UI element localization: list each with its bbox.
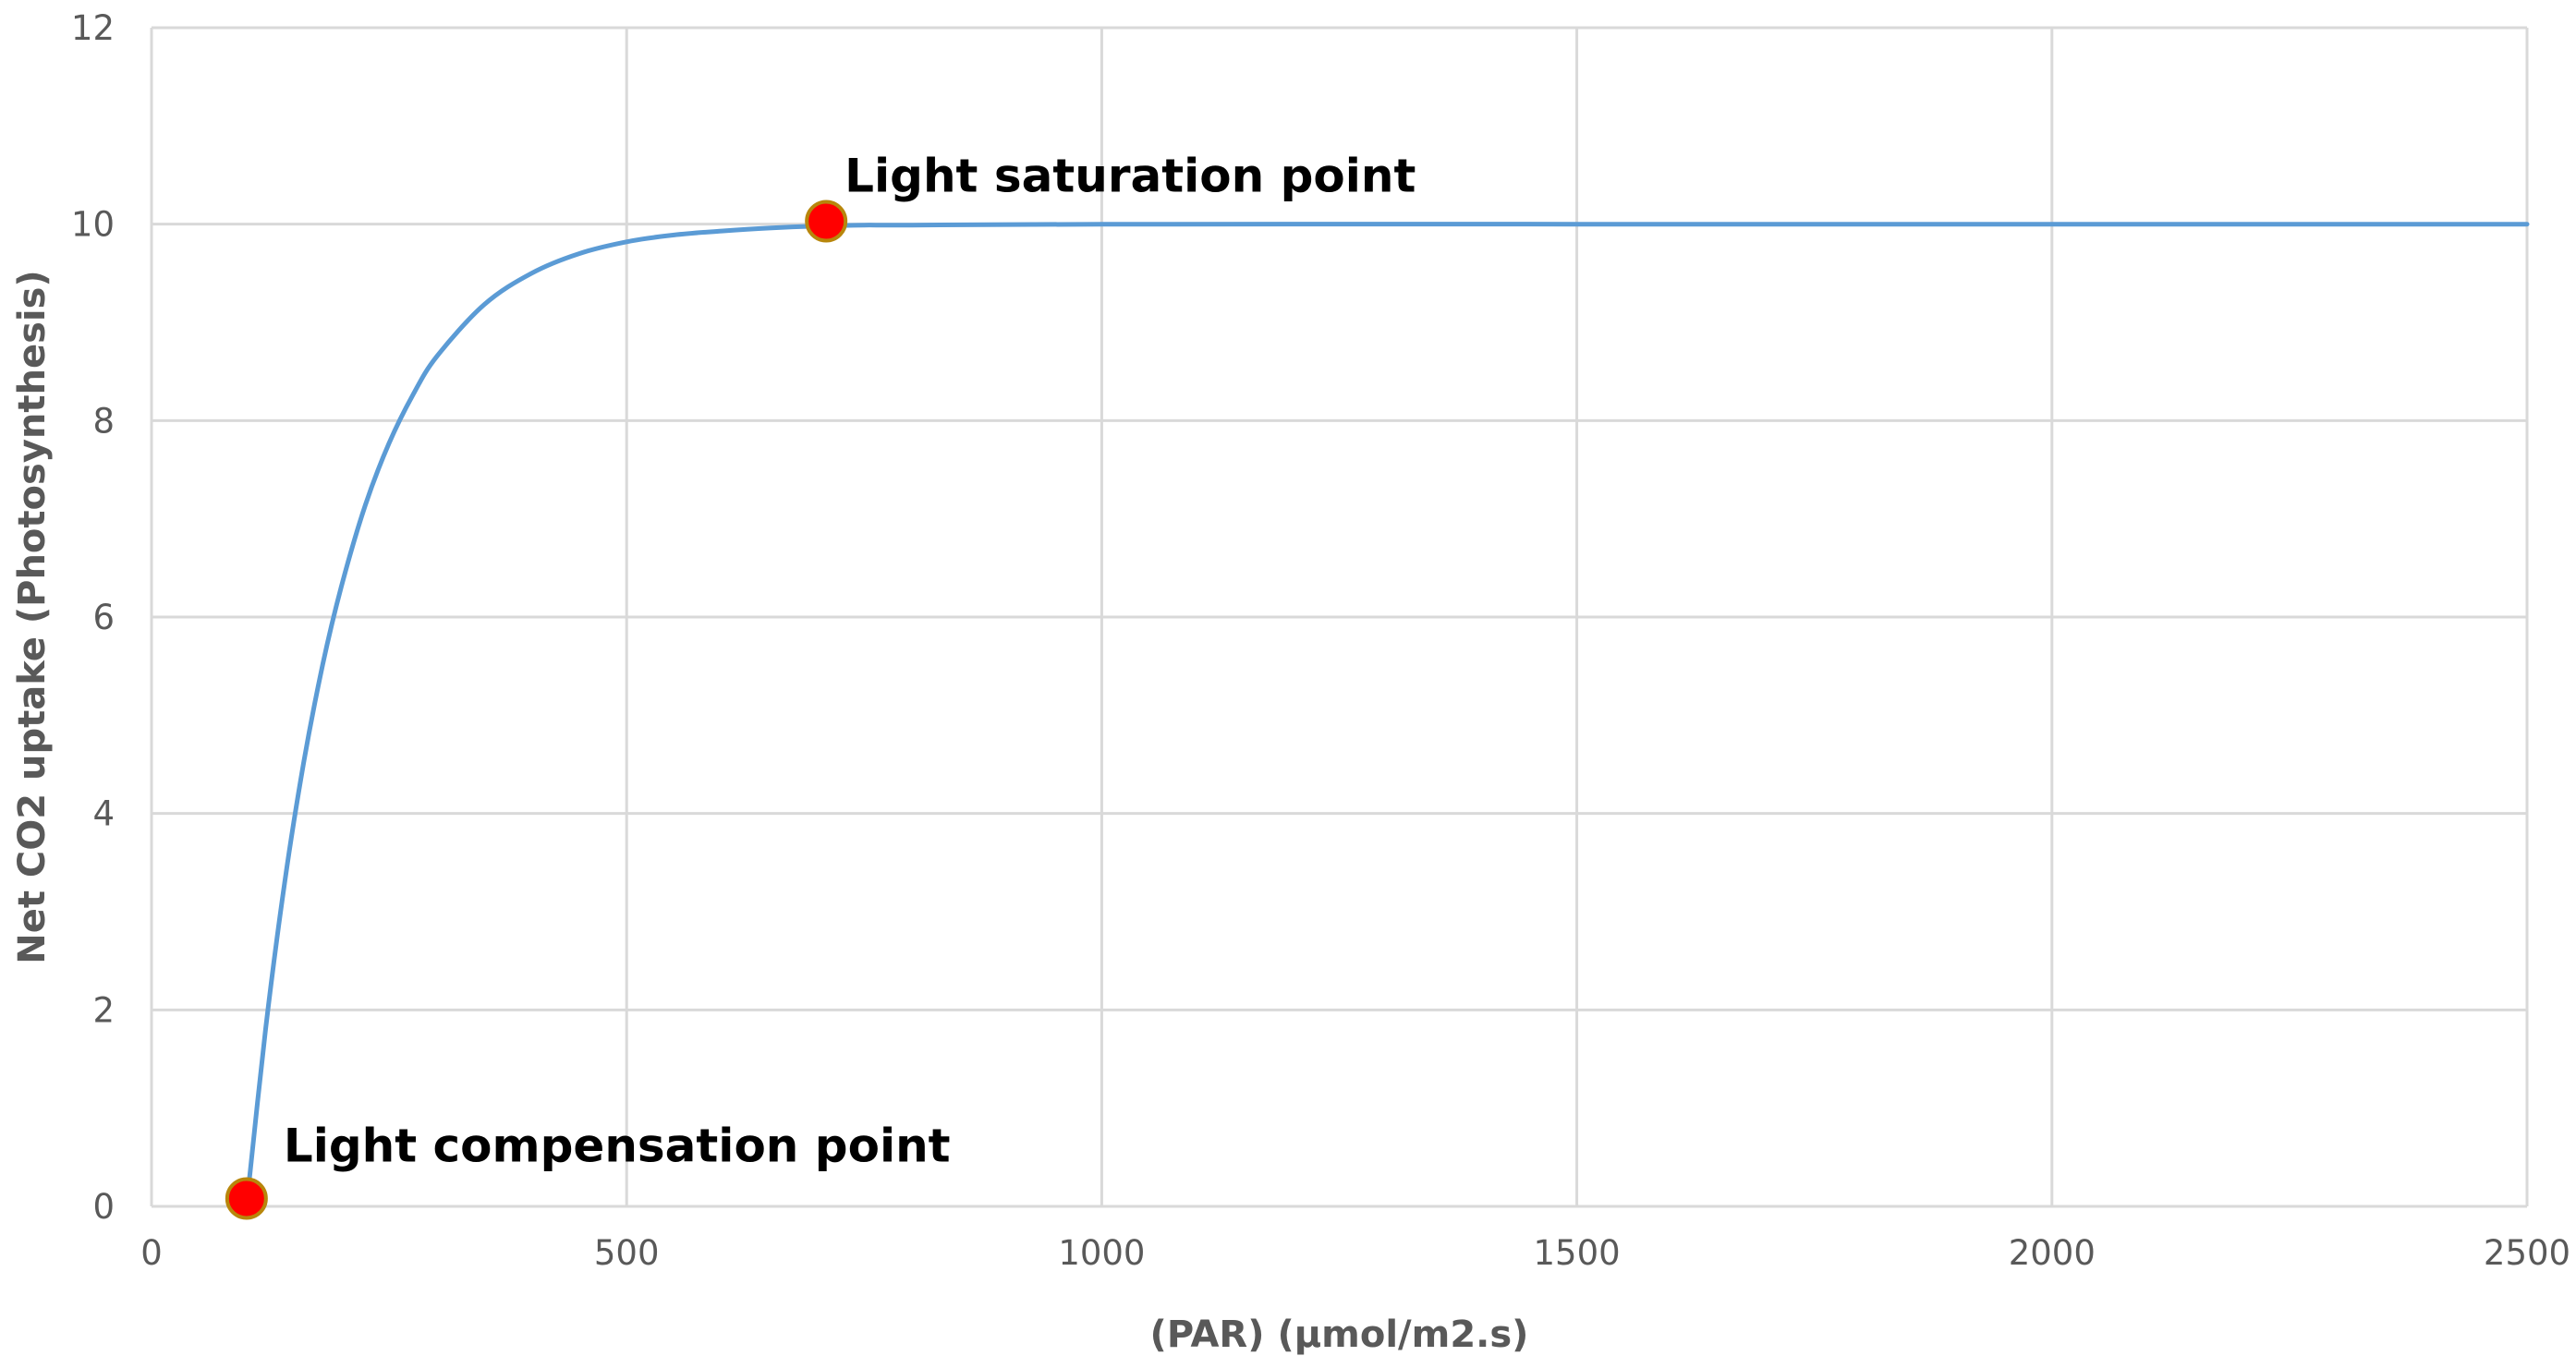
- marker-layer: Light compensation point Light saturation…: [225, 149, 1416, 1220]
- x-tick-label: 2500: [2484, 1233, 2570, 1273]
- y-tick-label: 0: [92, 1187, 115, 1227]
- y-tick-label: 12: [71, 8, 115, 48]
- point-annotation: Light compensation point: [284, 1119, 951, 1172]
- x-tick-label: 1500: [1534, 1233, 1621, 1273]
- x-axis-title: (PAR) (µmol/m2.s): [1150, 1314, 1529, 1356]
- x-tick-label: 500: [594, 1233, 660, 1273]
- highlight-point-marker: [805, 200, 848, 243]
- y-axis-title: Net CO2 uptake (Photosynthesis): [11, 270, 54, 963]
- y-tick-label: 4: [92, 794, 115, 834]
- x-tick-label: 1000: [1058, 1233, 1145, 1273]
- y-tick-label: 8: [92, 401, 115, 441]
- x-tick-label: 0: [140, 1233, 163, 1273]
- highlight-point-marker: [225, 1177, 268, 1220]
- series-layer: [244, 222, 2530, 1209]
- gridlines: [150, 26, 2529, 1208]
- tick-labels: 0 500 1000 1500 2000 2500 0 2 4 6 8 10 12: [71, 8, 2570, 1273]
- point-annotation: Light saturation point: [844, 149, 1416, 202]
- y-tick-label: 6: [92, 598, 115, 637]
- x-tick-label: 2000: [2009, 1233, 2096, 1273]
- y-tick-label: 10: [71, 205, 115, 245]
- y-tick-label: 2: [92, 990, 115, 1030]
- series-line: [244, 222, 2530, 1209]
